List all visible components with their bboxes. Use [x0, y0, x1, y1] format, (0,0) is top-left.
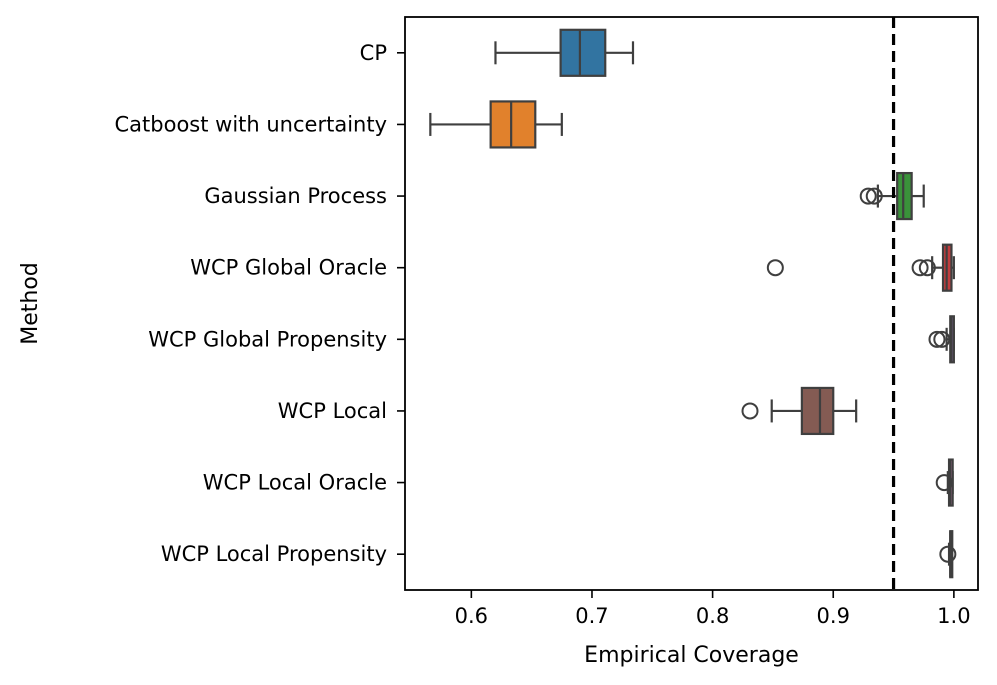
- x-tick-label: 0.7: [575, 604, 608, 628]
- y-axis-categories: CP Catboost with uncertainty Gaussian Proc…: [115, 41, 405, 566]
- outlier-point: [933, 330, 951, 348]
- x-tick-label: 0.9: [817, 604, 850, 628]
- y-tick-label: WCP Local Propensity: [161, 542, 387, 566]
- y-tick-label: Gaussian Process: [204, 184, 387, 208]
- outlier-point: [939, 545, 957, 563]
- y-tick-label: Catboost with uncertainty: [115, 112, 388, 136]
- box-group: [859, 171, 925, 221]
- x-axis-title: Empirical Coverage: [584, 643, 799, 668]
- x-tick-label: 1.0: [937, 604, 970, 628]
- iqr-box: [800, 386, 835, 436]
- y-tick-label: WCP Global Oracle: [190, 256, 387, 280]
- y-tick-label: WCP Local Oracle: [203, 471, 387, 495]
- y-tick-label: CP: [360, 41, 387, 65]
- iqr-box: [559, 28, 607, 77]
- y-tick-label: WCP Local: [278, 399, 387, 423]
- outlier-point: [911, 259, 929, 277]
- y-axis-title: Method: [18, 262, 43, 345]
- outlier-point: [865, 187, 883, 205]
- iqr-box: [896, 171, 913, 221]
- outlier-point: [935, 474, 953, 492]
- box-group: [766, 243, 955, 292]
- x-tick-label: 0.6: [455, 604, 488, 628]
- y-tick-label: WCP Global Propensity: [148, 327, 387, 351]
- box-group: [928, 315, 955, 364]
- x-tick-label: 0.8: [696, 604, 729, 628]
- outlier-point: [766, 259, 784, 277]
- outlier-point: [859, 187, 877, 205]
- box-group: [935, 458, 954, 507]
- plot-area: [404, 16, 979, 591]
- outlier-point: [918, 259, 936, 277]
- box-group: [939, 530, 957, 579]
- box-group: [741, 386, 858, 436]
- iqr-box: [489, 100, 537, 149]
- x-axis-ticks: 0.6 0.7 0.8 0.9 1.0: [455, 590, 971, 628]
- outlier-point: [741, 402, 759, 420]
- outlier-point: [928, 330, 946, 348]
- box-group: [494, 28, 635, 77]
- box-group: [429, 100, 563, 149]
- plot-frame: [404, 16, 979, 591]
